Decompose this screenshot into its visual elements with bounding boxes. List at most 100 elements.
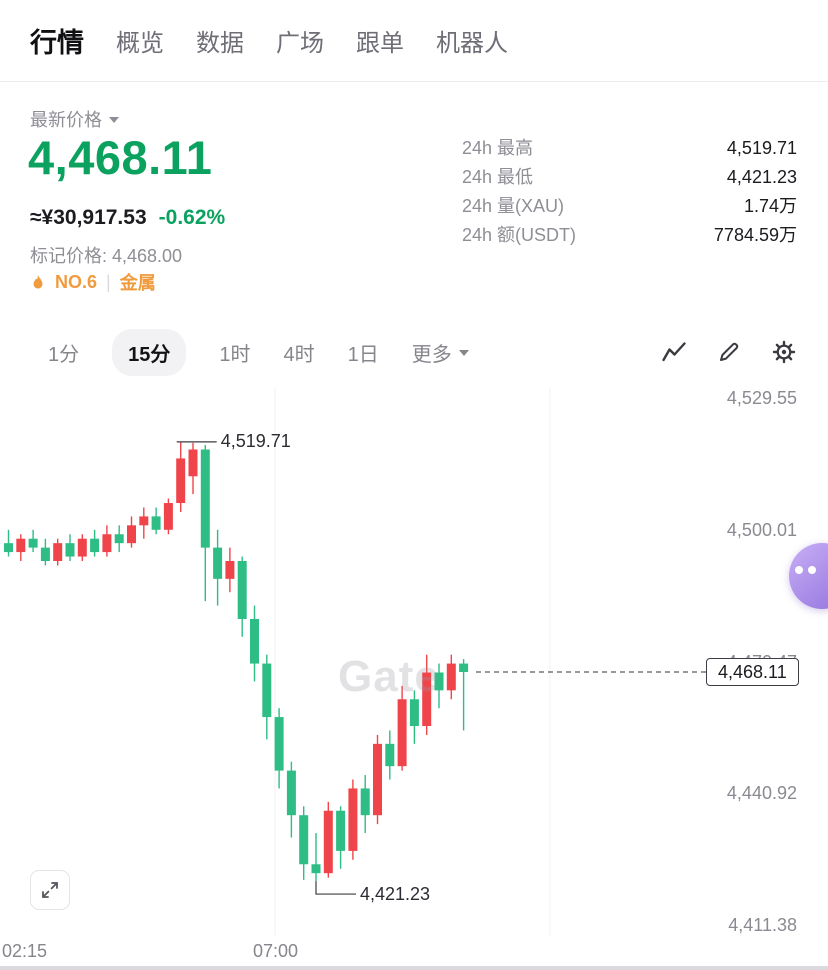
latest-price-dropdown[interactable]: 最新价格: [30, 106, 119, 132]
candle-body: [53, 543, 63, 562]
candle-body: [77, 538, 87, 557]
low-marker-line: [315, 881, 356, 895]
candle-body: [127, 525, 136, 544]
rank-label: NO.6: [55, 271, 98, 292]
candle-body: [90, 538, 100, 553]
stat-row-high: 24h 最高 4,519.71: [462, 138, 797, 158]
timeframe-bar: 1分 15分 1时 4时 1日 更多: [0, 327, 580, 377]
stats-24h: 24h 最高 4,519.71 24h 最低 4,421.23 24h 量(XA…: [462, 138, 797, 254]
change-percent: -0.62%: [158, 206, 226, 229]
tf-tab-15m[interactable]: 15分: [112, 328, 187, 376]
bottom-divider: [0, 966, 828, 970]
candle-body: [373, 743, 382, 816]
fullscreen-button[interactable]: [30, 870, 70, 910]
draw-pencil-icon[interactable]: [716, 339, 742, 365]
chart-toolbar-icons: [661, 327, 797, 377]
nav-tab-copytrade[interactable]: 跟单: [356, 30, 404, 57]
candle-body: [262, 663, 272, 718]
nav-tab-overview[interactable]: 概览: [116, 30, 164, 57]
y-tick: 4,411.38: [728, 915, 797, 935]
stat-value: 4,421.23: [726, 167, 797, 187]
candle-body: [286, 770, 296, 816]
indicator-icon[interactable]: [661, 339, 687, 365]
high-annotation: 4,519.71: [220, 430, 291, 451]
candle-body: [323, 810, 333, 874]
candle-body: [434, 672, 444, 691]
candle-body: [65, 543, 75, 557]
candle-body: [459, 663, 469, 673]
fiat-price-row: ≈¥30,917.53 -0.62%: [30, 206, 225, 230]
latest-price-label: 最新价格: [30, 110, 102, 130]
assistant-floating-button[interactable]: [789, 543, 828, 609]
watermark: Gate: [338, 652, 440, 701]
mark-price: 标记价格: 4,468.00: [30, 246, 183, 266]
x-axis: 02:15 07:00: [0, 941, 828, 965]
candle-body: [213, 547, 223, 579]
tag-divider: |: [106, 271, 111, 292]
top-nav: 行情 概览 数据 广场 跟单 机器人: [0, 0, 828, 82]
candle-body: [40, 547, 50, 562]
stat-label: 24h 最低: [462, 167, 534, 187]
category-label: 金属: [119, 273, 156, 293]
tf-more-label: 更多: [411, 343, 452, 366]
tf-tab-1d[interactable]: 1日: [347, 343, 379, 366]
candle-body: [348, 788, 358, 851]
nav-tab-data[interactable]: 数据: [196, 30, 244, 57]
tf-tab-1h[interactable]: 1时: [219, 343, 251, 366]
settings-gear-icon[interactable]: [771, 339, 797, 365]
x-tick: 07:00: [253, 941, 299, 961]
candle-body: [139, 516, 149, 526]
candle-body: [250, 618, 259, 664]
candle-body: [28, 538, 38, 548]
nav-tab-bots[interactable]: 机器人: [436, 30, 508, 57]
candlestick-chart[interactable]: Gate 4,529.55 4,500.01 4,470.47 4,440.92…: [0, 388, 828, 935]
stat-value: 1.74万: [743, 196, 797, 216]
candle-body: [188, 449, 198, 477]
y-tick: 4,440.92: [726, 783, 797, 804]
tf-more-dropdown[interactable]: 更多: [412, 338, 469, 367]
stat-row-turnover: 24h 额(USDT) 7784.59万: [462, 225, 797, 245]
stat-label: 24h 最高: [462, 138, 534, 158]
candle-body: [336, 810, 346, 851]
stat-row-low: 24h 最低 4,421.23: [462, 167, 797, 187]
stat-value: 7784.59万: [713, 225, 797, 245]
candle-body: [225, 561, 235, 579]
stat-label: 24h 额(USDT): [462, 225, 577, 245]
stat-label: 24h 量(XAU): [462, 196, 565, 216]
stat-value: 4,519.71: [726, 138, 797, 158]
y-tick: 4,529.55: [726, 388, 797, 408]
low-annotation: 4,421.23: [360, 884, 431, 905]
candle-body: [114, 534, 124, 544]
candle-body: [163, 503, 173, 530]
candle-body: [446, 663, 456, 691]
rank-category-tag[interactable]: NO.6 | 金属: [30, 269, 156, 295]
stat-row-volume: 24h 量(XAU) 1.74万: [462, 196, 797, 216]
candle-body: [311, 864, 321, 874]
candle-body: [4, 543, 13, 553]
candle-body: [422, 672, 432, 727]
fire-icon: [33, 274, 43, 289]
y-tick: 4,500.01: [726, 519, 797, 540]
fiat-price: ≈¥30,917.53: [30, 206, 147, 229]
dots-icon: [795, 566, 816, 574]
candle-body: [385, 743, 395, 767]
candle-body: [274, 717, 284, 771]
candle-body: [409, 699, 419, 727]
candle-body: [102, 534, 112, 553]
candle-body: [16, 538, 26, 553]
candle-body: [237, 561, 247, 619]
tf-tab-1m[interactable]: 1分: [48, 343, 80, 366]
nav-tab-markets[interactable]: 行情: [30, 28, 84, 58]
chevron-down-icon: [109, 117, 119, 123]
candle-body: [360, 788, 370, 816]
last-price: 4,468.11: [28, 131, 213, 184]
tf-tab-4h[interactable]: 4时: [283, 343, 315, 366]
candlestick-svg[interactable]: [0, 388, 828, 935]
chevron-down-icon: [458, 350, 469, 356]
candle-body: [200, 449, 210, 548]
expand-icon: [42, 882, 58, 898]
x-tick: 02:15: [2, 941, 48, 961]
candle-body: [299, 815, 309, 865]
nav-tab-square[interactable]: 广场: [276, 30, 324, 57]
candle-body: [176, 458, 186, 504]
